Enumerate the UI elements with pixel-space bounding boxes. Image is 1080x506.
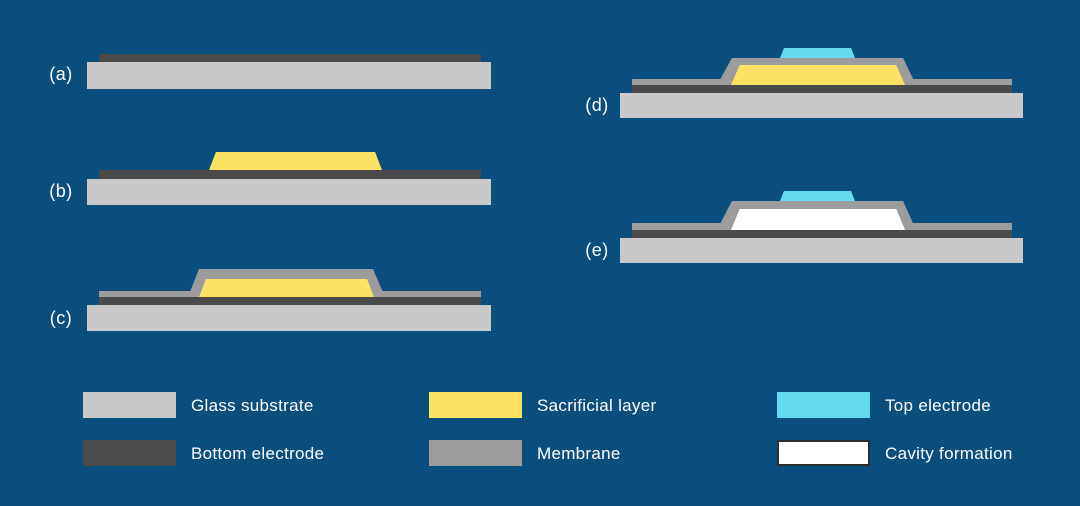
panel-d-label: (d)	[585, 95, 609, 115]
glass-substrate-layer	[620, 238, 1023, 263]
glass-substrate-layer	[620, 93, 1023, 118]
bottom-electrode-swatch	[83, 440, 176, 466]
bottom-electrode-layer	[99, 170, 481, 179]
legend-label: Membrane	[537, 443, 621, 463]
sacrificial-layer	[199, 279, 374, 297]
legend-label: Bottom electrode	[191, 443, 325, 463]
panel-e-label: (e)	[585, 240, 609, 260]
glass-substrate-layer	[87, 305, 491, 331]
cavity-formation-swatch	[777, 440, 870, 466]
membrane-swatch	[429, 440, 522, 466]
legend-item-bottom-electrode: Bottom electrode	[83, 440, 324, 466]
glass-substrate-layer	[87, 179, 491, 205]
panel-c-label: (c)	[49, 308, 73, 328]
legend-item-top-electrode: Top electrode	[777, 392, 991, 418]
legend-label: Glass substrate	[191, 395, 314, 415]
bottom-electrode-layer	[99, 54, 481, 62]
legend-item-sacrificial-layer: Sacrificial layer	[429, 392, 656, 418]
panel-b-label: (b)	[49, 181, 73, 201]
legend-label: Sacrificial layer	[537, 395, 657, 415]
bottom-electrode-layer	[99, 297, 481, 305]
top-electrode-layer	[780, 48, 855, 58]
legend-label: Top electrode	[885, 395, 991, 415]
sacrificial-layer	[209, 152, 382, 170]
top-electrode-swatch	[777, 392, 870, 418]
panel-a-label: (a)	[49, 64, 73, 84]
bottom-electrode-layer	[632, 230, 1012, 238]
sacrificial-layer-swatch	[429, 392, 522, 418]
legend-label: Cavity formation	[885, 443, 1013, 463]
glass-substrate-swatch	[83, 392, 176, 418]
legend-item-cavity-formation: Cavity formation	[777, 440, 1013, 466]
top-electrode-layer	[780, 191, 855, 201]
cavity-layer	[731, 209, 905, 230]
glass-substrate-layer	[87, 62, 491, 89]
bottom-electrode-layer	[632, 85, 1012, 93]
legend-item-membrane: Membrane	[429, 440, 621, 466]
legend-item-glass-substrate: Glass substrate	[83, 392, 314, 418]
sacrificial-layer	[731, 65, 905, 85]
